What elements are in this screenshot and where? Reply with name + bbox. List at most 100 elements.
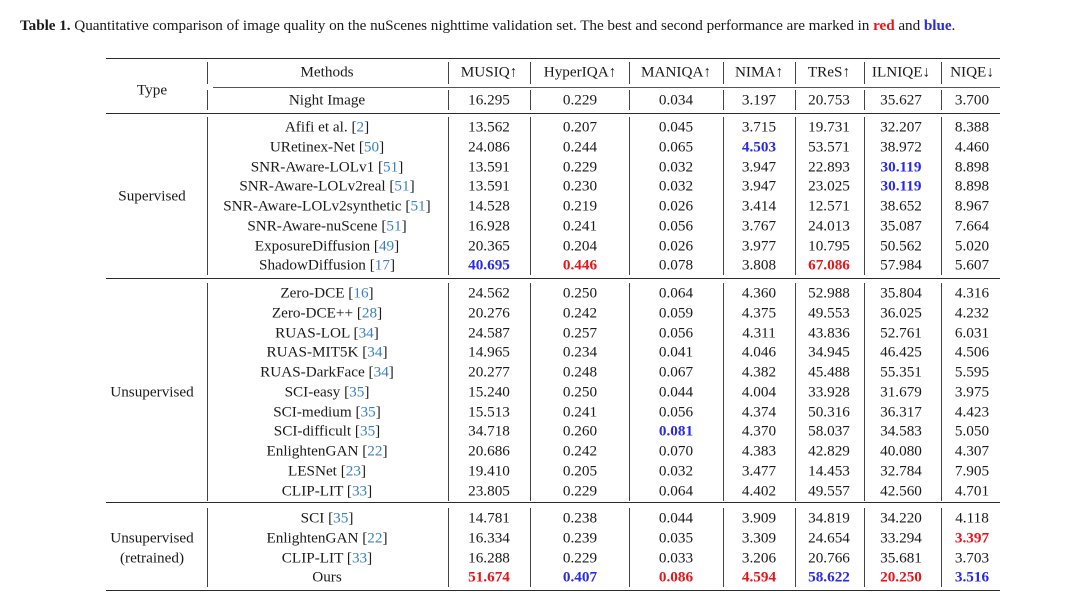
metric-value: 4.370: [741, 422, 777, 440]
method-label: SCI-difficult: [273, 422, 352, 440]
metric-value: 3.703: [954, 548, 990, 566]
metric-value: 0.407: [562, 568, 598, 586]
citation-link[interactable]: 35: [360, 402, 376, 420]
column-separator: [629, 62, 630, 84]
metric-value: 20.250: [880, 568, 922, 586]
metric-value: 0.229: [562, 157, 598, 175]
metric-value: 0.260: [562, 422, 598, 440]
column-separator: [448, 117, 449, 276]
citation-link[interactable]: 17: [374, 256, 390, 274]
column-separator: [864, 283, 865, 501]
method-name: RUAS-LOL [34]: [275, 323, 379, 341]
method-name: CLIP-LIT [33]: [281, 548, 373, 566]
citation-link[interactable]: 35: [359, 422, 376, 440]
metric-value: 4.460: [954, 138, 990, 156]
metric-value: 20.365: [468, 236, 510, 254]
baseline-method: Night Image: [288, 91, 366, 109]
citation-link[interactable]: 33: [351, 548, 368, 566]
method-name: CLIP-LIT [33]: [281, 481, 373, 499]
metric-value: 30.119: [880, 177, 922, 195]
caption-label: Table 1.: [20, 17, 71, 34]
column-separator: [864, 90, 865, 110]
metric-value: 4.118: [955, 509, 989, 527]
metric-value: 35.087: [880, 217, 922, 235]
metric-value: 40.080: [880, 442, 922, 460]
citation-link[interactable]: 35: [349, 383, 365, 401]
metric-value: 4.423: [954, 402, 990, 420]
method-label: Afifi et al.: [284, 118, 348, 136]
column-separator: [629, 90, 630, 110]
method-name: RUAS-MIT5K [34]: [266, 343, 388, 361]
metric-value: 57.984: [880, 256, 922, 274]
method-label: Zero-DCE: [280, 284, 345, 302]
citation-link[interactable]: 49: [378, 236, 395, 254]
metric-value: 5.020: [954, 236, 990, 254]
method-name: SNR-Aware-LOLv1 [51]: [250, 157, 404, 175]
metric-value: 20.686: [468, 442, 510, 460]
column-separator: [448, 508, 449, 588]
metric-value: 0.065: [658, 138, 694, 156]
method-label: ExposureDiffusion: [254, 236, 371, 254]
metric-value: 0.234: [562, 343, 598, 361]
metric-value: 24.562: [468, 284, 510, 302]
metric-value: 14.965: [468, 343, 510, 361]
citation-link[interactable]: 34: [358, 323, 374, 341]
metric-value: 49.553: [808, 304, 850, 322]
metric-value: 15.513: [468, 402, 510, 420]
group-type-label: Supervised: [118, 187, 186, 205]
metric-value: 0.244: [562, 138, 598, 156]
citation-link[interactable]: 16: [353, 284, 369, 302]
column-separator: [795, 90, 796, 110]
metric-value: 4.503: [741, 138, 777, 156]
column-separator: [530, 117, 531, 276]
metric-value: 8.967: [954, 197, 990, 215]
metric-value: 4.701: [954, 481, 990, 499]
column-separator: [207, 283, 208, 501]
metric-value: 52.761: [880, 323, 922, 341]
metric-value: 0.242: [562, 442, 598, 460]
column-separator: [864, 508, 865, 588]
baseline-value: 16.295: [468, 91, 510, 109]
metric-value: 3.975: [954, 383, 990, 401]
metric-value: 49.557: [808, 481, 850, 499]
citation-link[interactable]: 51: [386, 217, 402, 235]
metric-value: 16.334: [468, 529, 510, 547]
citation-link[interactable]: 50: [363, 138, 380, 156]
metric-value: 0.026: [658, 197, 694, 215]
metric-value: 5.050: [954, 422, 990, 440]
citation-link[interactable]: 28: [361, 304, 378, 322]
metric-header: HyperIQA↑: [543, 63, 617, 81]
citation-link[interactable]: 33: [351, 481, 368, 499]
citation-link[interactable]: 22: [367, 529, 383, 547]
citation-link[interactable]: 34: [367, 343, 383, 361]
type-header: Type: [136, 81, 168, 99]
metric-value: 0.078: [658, 256, 694, 274]
metric-value: 32.784: [880, 462, 922, 480]
citation-link[interactable]: 2: [356, 118, 365, 136]
column-separator: [207, 508, 208, 588]
column-separator: [629, 117, 630, 276]
group-rule: [106, 502, 1000, 503]
column-separator: [864, 62, 865, 84]
method-label: CLIP-LIT: [281, 481, 344, 499]
metric-value: 67.086: [808, 256, 850, 274]
metric-value: 3.767: [741, 217, 777, 235]
citation-link[interactable]: 35: [333, 509, 349, 527]
metric-value: 0.070: [658, 442, 694, 460]
metric-value: 4.375: [741, 304, 777, 322]
citation-link[interactable]: 23: [345, 462, 361, 480]
method-label: SCI-medium: [273, 402, 352, 420]
metric-value: 30.119: [880, 157, 922, 175]
citation-link[interactable]: 34: [373, 363, 389, 381]
metric-value: 0.238: [562, 509, 598, 527]
baseline-value: 0.229: [562, 91, 598, 109]
citation-link[interactable]: 22: [367, 442, 383, 460]
metric-value: 42.560: [880, 481, 922, 499]
metric-value: 36.317: [880, 402, 922, 420]
metric-value: 14.453: [808, 462, 850, 480]
citation-link[interactable]: 51: [394, 177, 410, 195]
method-label: LESNet: [287, 462, 337, 480]
citation-link[interactable]: 51: [410, 197, 426, 215]
citation-link[interactable]: 51: [383, 157, 399, 175]
metric-value: 3.516: [954, 568, 990, 586]
